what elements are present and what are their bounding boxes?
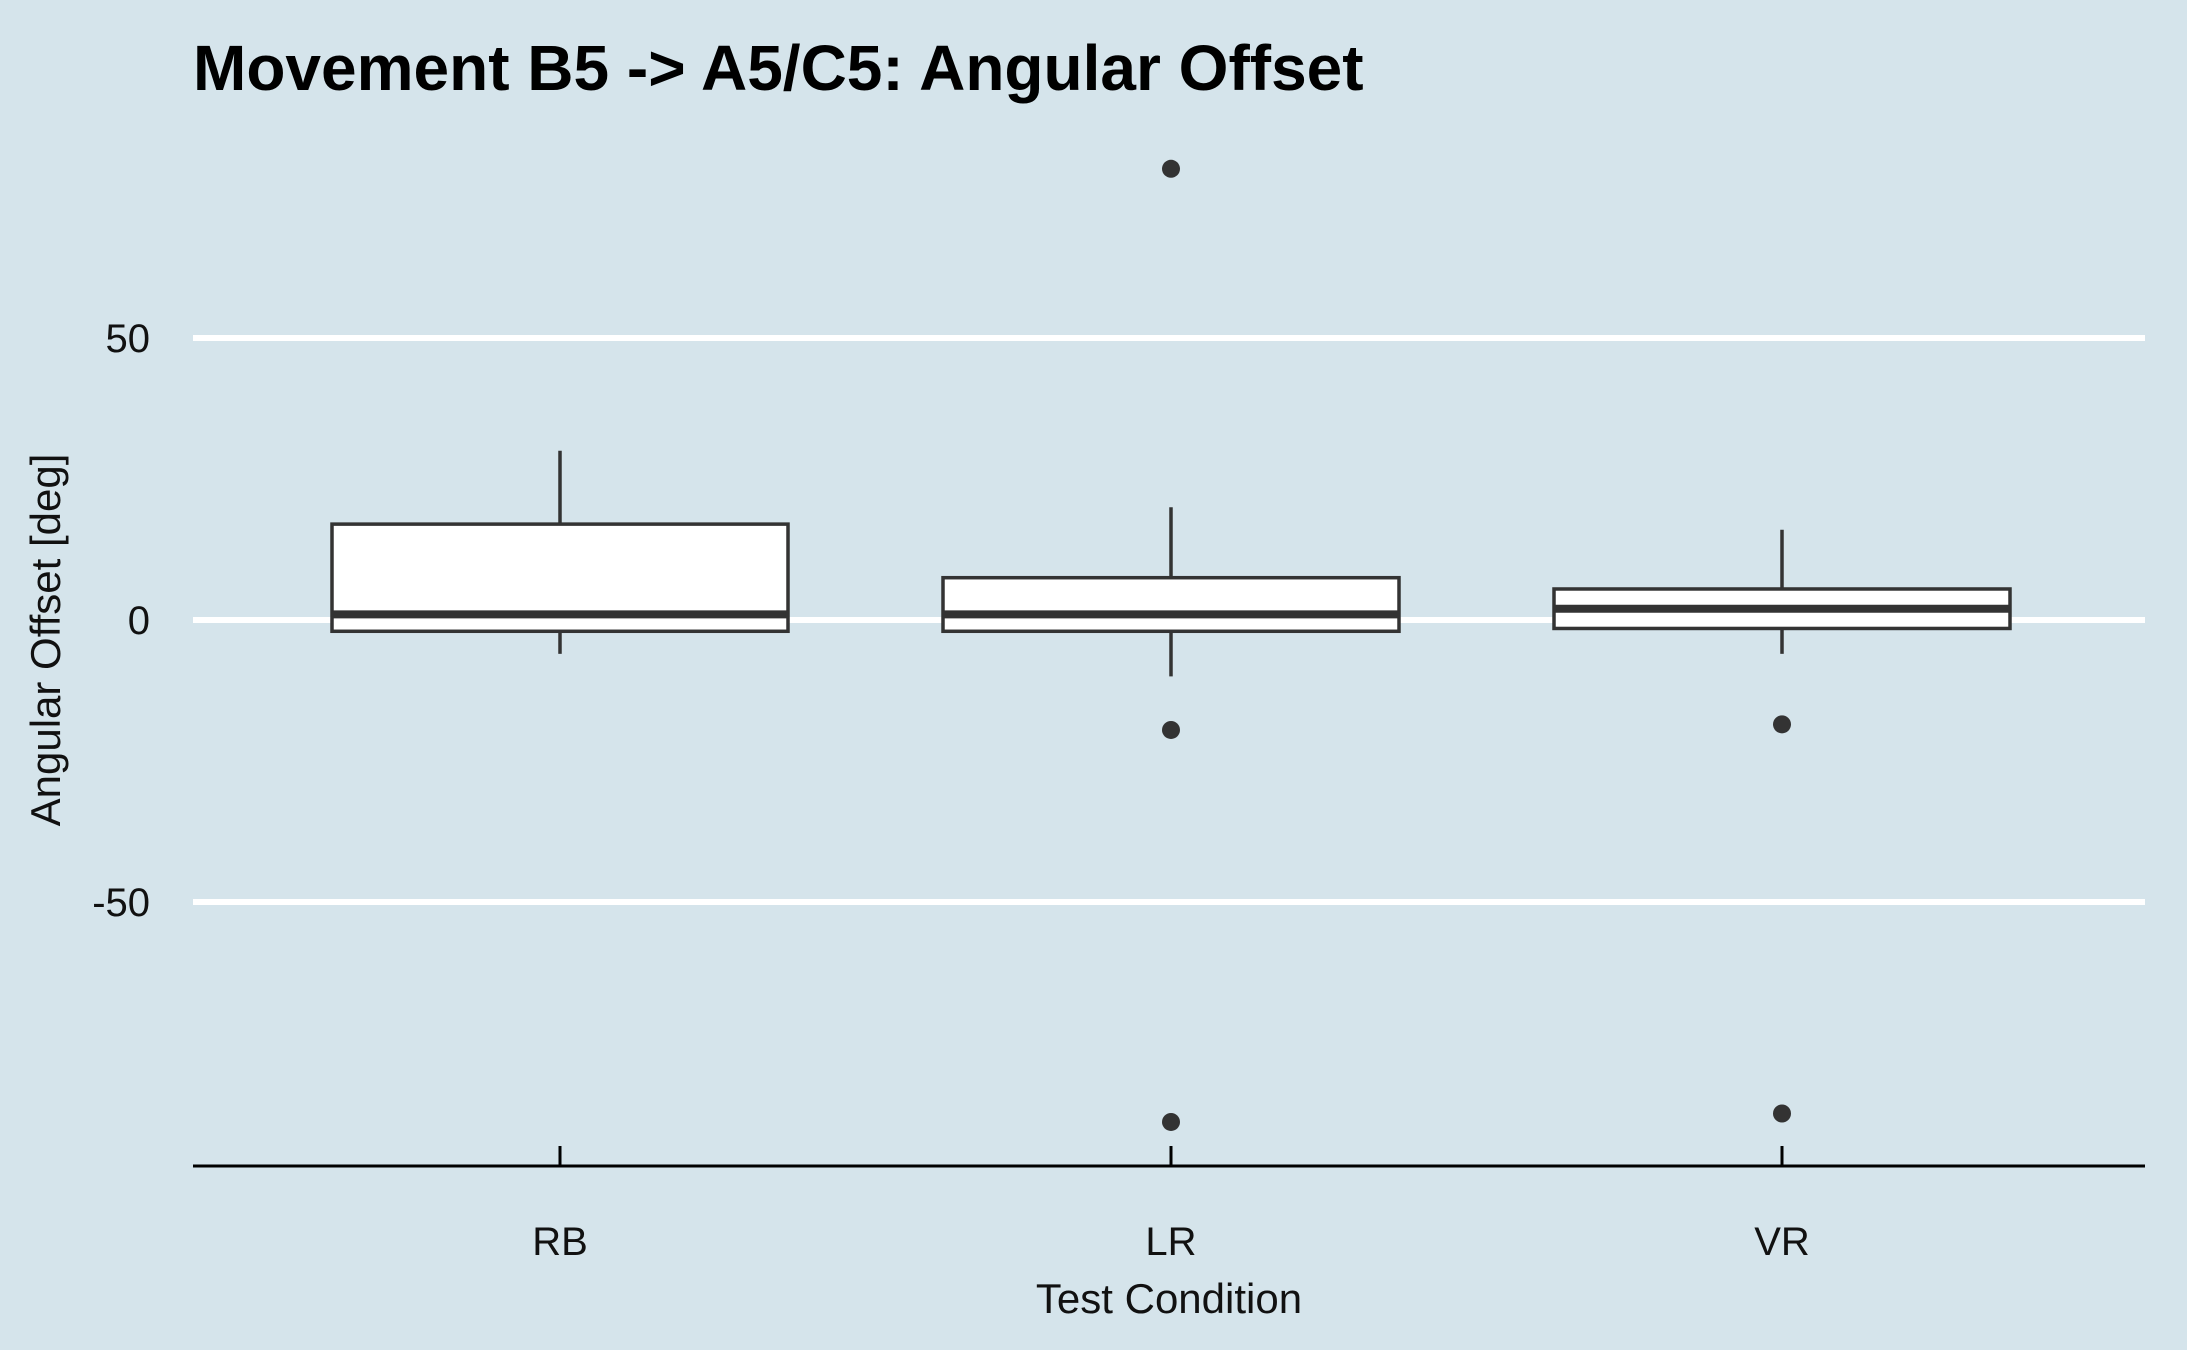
x-tick-label: RB — [532, 1220, 588, 1264]
x-tick-label: VR — [1754, 1220, 1810, 1264]
boxes — [330, 159, 2012, 1131]
x-axis: RB LR VR — [193, 1146, 2145, 1264]
y-axis-tick-labels: -50 0 50 — [92, 317, 150, 925]
box-rb — [330, 450, 790, 654]
box-vr — [1552, 529, 2012, 1123]
outlier-point — [1162, 720, 1180, 739]
outlier-point — [1773, 1104, 1791, 1123]
chart-title: Movement B5 -> A5/C5: Angular Offset — [193, 32, 1364, 104]
x-tick-label: LR — [1145, 1220, 1196, 1264]
y-tick-label: 50 — [106, 317, 151, 361]
y-tick-label: -50 — [92, 881, 150, 925]
outlier-point — [1162, 1112, 1180, 1131]
outlier-point — [1773, 715, 1791, 734]
box-lr — [941, 159, 1401, 1131]
outlier-point — [1162, 159, 1180, 178]
y-tick-label: 0 — [128, 599, 150, 643]
y-axis-title: Angular Offset [deg] — [22, 454, 69, 827]
x-axis-title: Test Condition — [1036, 1275, 1302, 1322]
box-body — [941, 575, 1401, 634]
